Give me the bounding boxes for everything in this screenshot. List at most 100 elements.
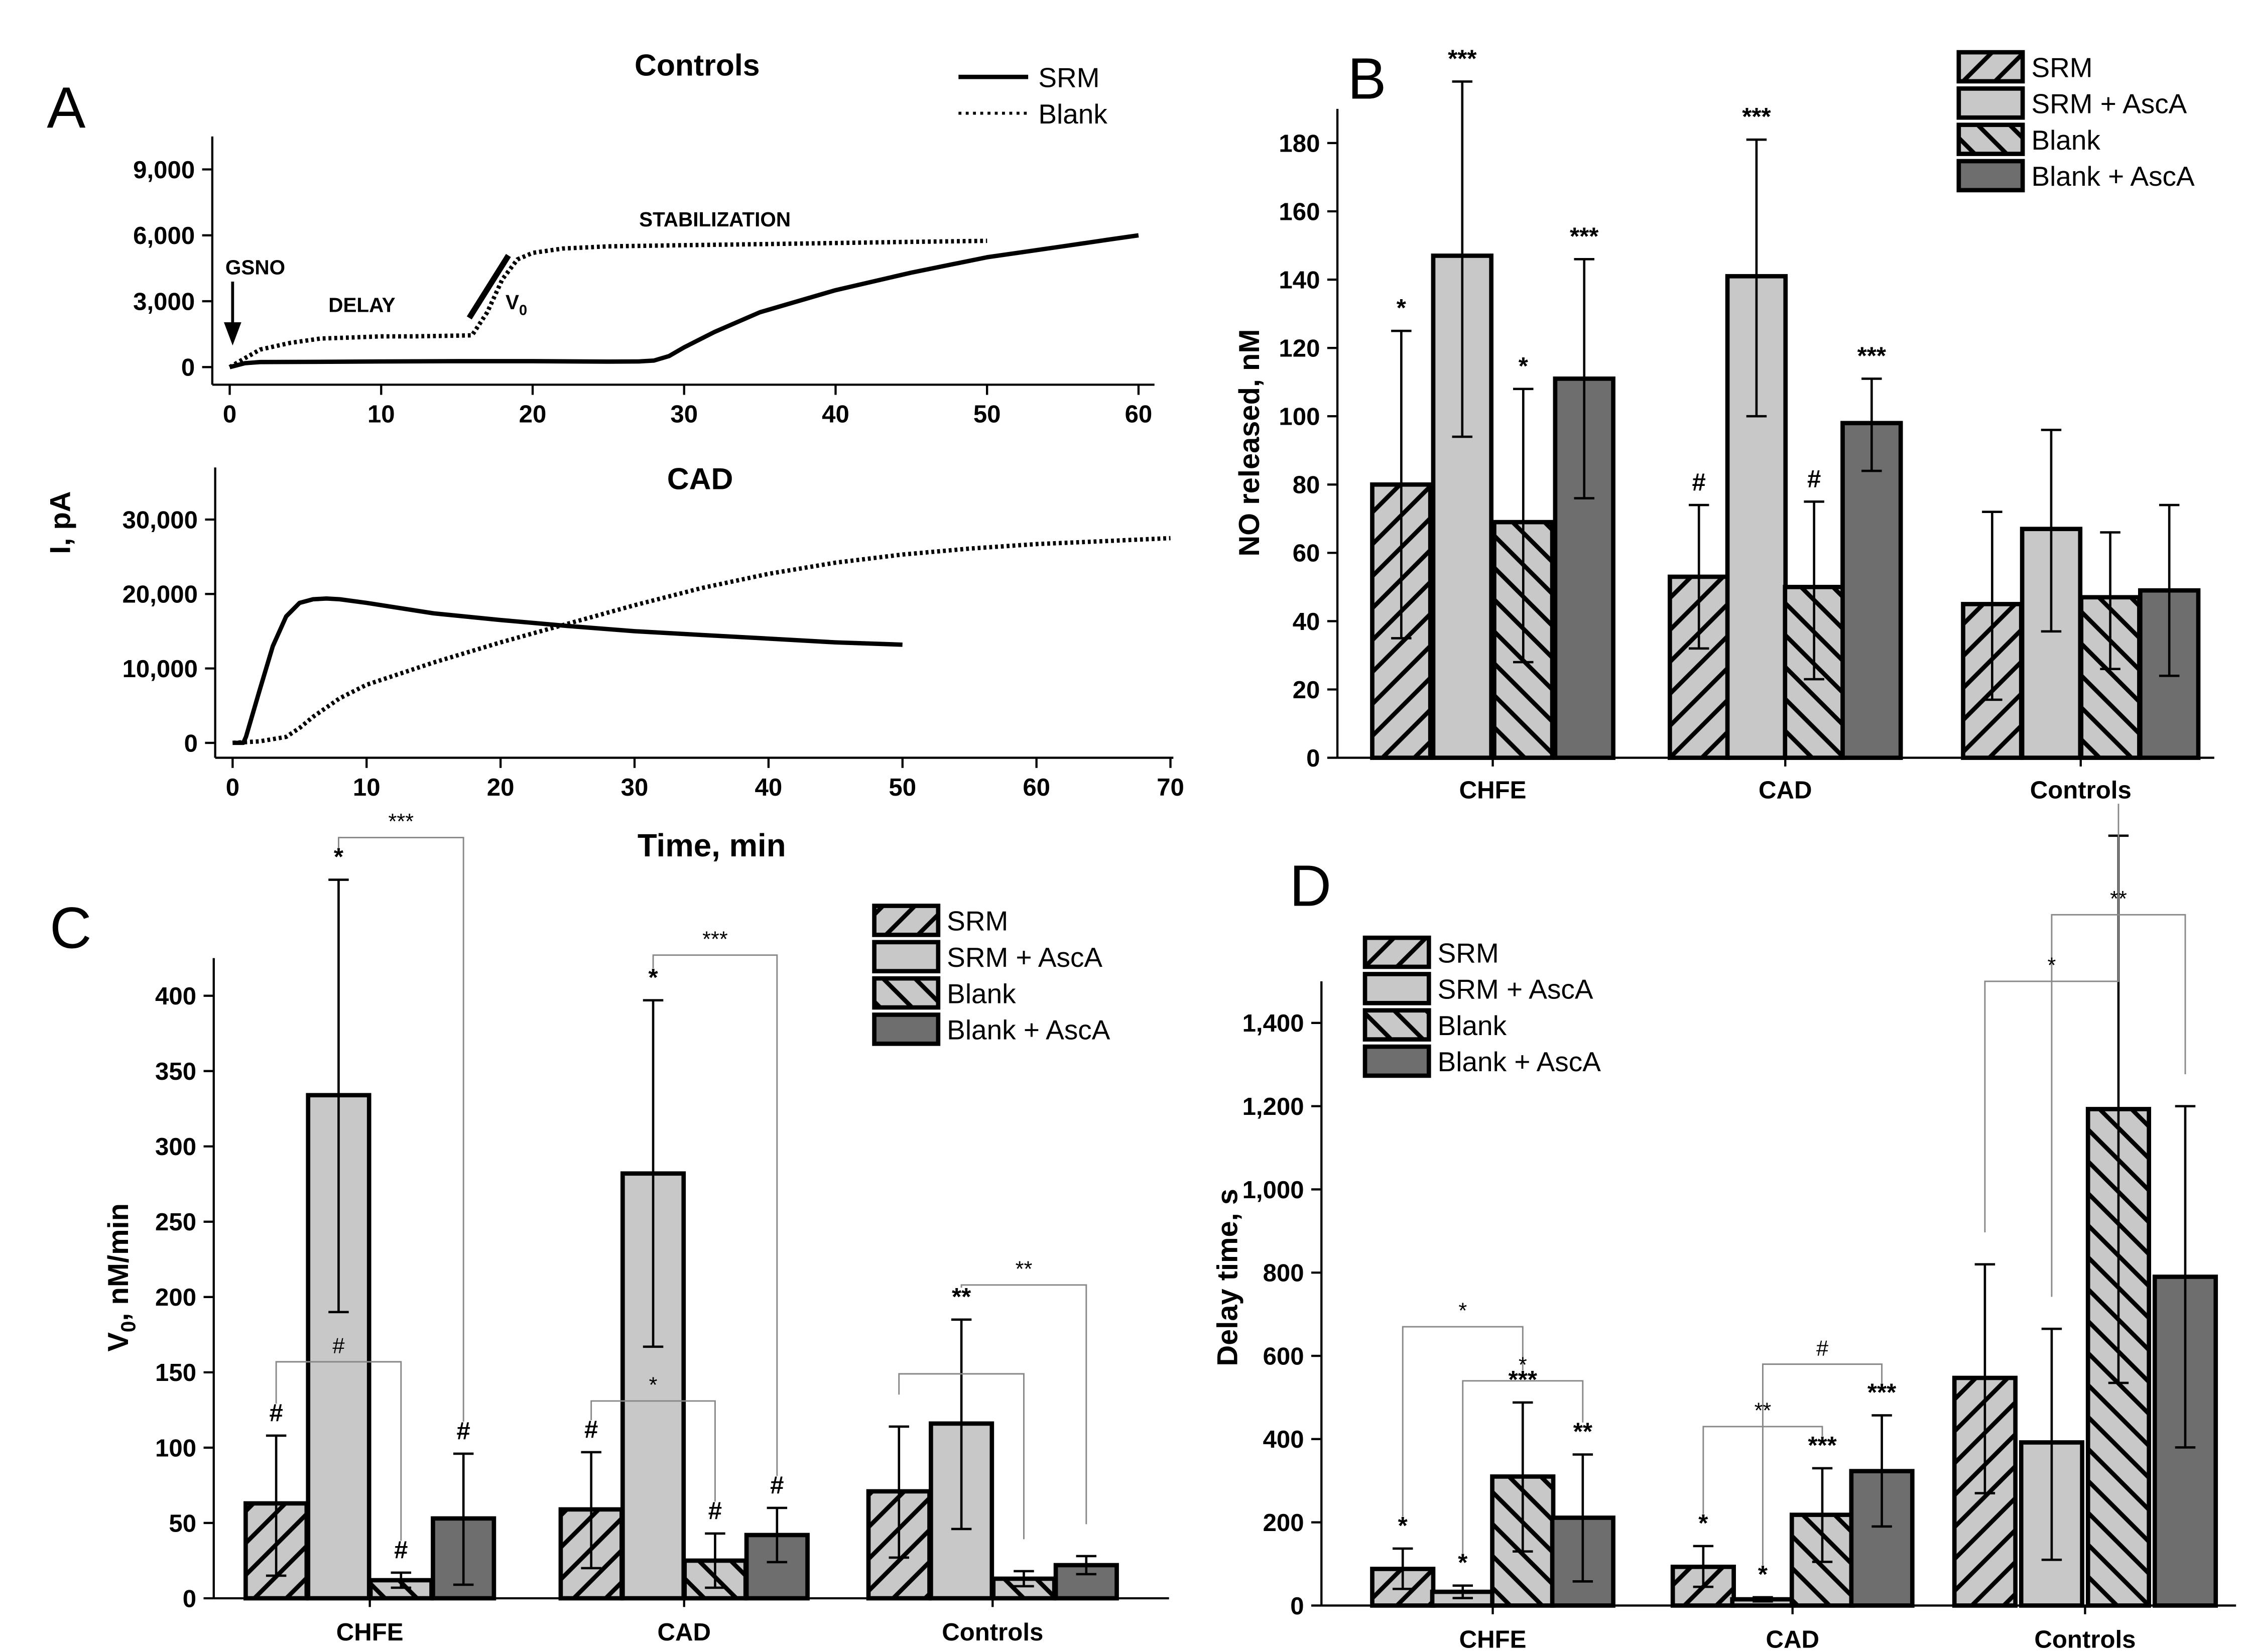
y-tick-label: 180 [1279,130,1320,157]
y-tick-label: 140 [1279,266,1320,294]
panel-d: D Delay time, s 0 200 400 600 800 1,000 1,200 1… [1212,804,2236,1652]
category-label-cad: CAD [1759,777,1812,804]
panel-a: A I, pA Time, min SRM Blank Controls 0 10… [44,48,1184,863]
y-tick-label: 160 [1279,198,1320,225]
significance-bracket [1702,1426,1823,1514]
legend-label-srm: SRM [1438,937,1499,968]
y-tick-label: 250 [155,1208,196,1236]
ylabel-main: V [102,1332,135,1352]
significance-marker: * [1758,1561,1768,1588]
v0-sub: 0 [519,303,527,319]
y-tick-label: 100 [1279,403,1320,431]
bracket-label: *** [702,927,728,951]
legend-label-blank-asca: Blank + AscA [947,1014,1110,1046]
x-tick-label: 10 [367,401,395,428]
y-tick-label: 0 [1306,744,1320,772]
significance-marker: # [1807,465,1821,492]
legend-label-srm-asca: SRM + AscA [2031,88,2187,119]
y-tick-label: 6,000 [133,222,195,249]
legend-swatch-srm-asca [1956,86,2025,120]
legend-label-blank: Blank [1038,98,1107,130]
category-label-controls: Controls [2030,777,2132,804]
significance-bracket [1462,1380,1584,1554]
y-tick-label: 50 [169,1509,196,1537]
category-label-controls: Controls [2034,1625,2136,1652]
y-tick-label: 9,000 [133,156,195,184]
y-tick-label: 80 [1293,471,1320,499]
v0-slope-line [466,253,511,320]
gsno-arrow-head [224,322,241,346]
x-tick-label: 30 [670,401,698,428]
significance-bracket [898,1373,1025,1540]
panel-c-ylabel: V0, nM/min [102,1203,140,1352]
x-tick-label: 20 [519,401,547,428]
legend-label-srm-asca: SRM + AscA [947,942,1102,973]
significance-marker: * [334,843,344,871]
category-label-cad: CAD [1766,1625,1819,1652]
bracket-label: * [1458,1299,1467,1323]
bracket-label: * [2047,954,2056,978]
panel-b-ylabel: NO released, nM [1233,329,1266,556]
significance-bracket [275,1361,402,1541]
y-tick-label: 300 [155,1133,196,1161]
significance-marker: * [1398,1512,1408,1540]
significance-bracket [338,837,464,1422]
y-tick-label: 350 [155,1058,196,1085]
y-tick-label: 200 [1263,1509,1304,1537]
y-tick-label: 10,000 [122,655,198,683]
bracket-label: # [1816,1336,1828,1360]
ylabel-sub: 0 [117,1321,140,1333]
x-tick-label: 0 [223,401,236,428]
v0-text: V [506,291,519,314]
legend-label-srm: SRM [2031,52,2092,83]
legend-swatch-srm [1362,935,1431,969]
y-tick-label: 100 [155,1434,196,1462]
significance-marker: *** [1742,103,1771,131]
legend-label-srm-asca: SRM + AscA [1438,974,1593,1005]
y-tick-label: 0 [183,1585,196,1612]
legend-label-blank-asca: Blank + AscA [1438,1046,1601,1077]
stabilization-annotation: STABILIZATION [639,208,791,231]
y-tick-label: 60 [1293,540,1320,567]
significance-bracket [590,1400,716,1502]
legend-label-blank-asca: Blank + AscA [2031,161,2195,192]
significance-bracket [1762,1363,1883,1566]
significance-marker: * [648,964,658,991]
legend-swatch-blank [1362,1008,1431,1042]
v0-annotation: V0 [506,291,527,319]
legend-label-blank: Blank [1438,1010,1507,1041]
significance-bracket [1402,1326,1524,1517]
legend-swatch-blank [1956,122,2025,156]
panel-c-label: C [50,895,92,960]
y-tick-label: 20 [1293,676,1320,704]
significance-marker: *** [1448,45,1477,73]
legend-swatch-blank-asca [1956,159,2025,193]
panel-a-ylabel: I, pA [44,491,76,554]
bracket-label: # [332,1334,344,1358]
x-tick-label: 20 [487,774,515,801]
x-tick-label: 40 [822,401,849,428]
y-tick-label: 400 [155,982,196,1010]
y-tick-label: 1,200 [1242,1093,1304,1120]
y-tick-label: 1,000 [1242,1176,1304,1204]
y-tick-label: 0 [181,354,195,382]
x-tick-label: 50 [973,401,1001,428]
y-tick-label: 200 [155,1284,196,1311]
legend-swatch-blank [872,976,941,1010]
panel-b-label: B [1347,46,1386,111]
legend-label-srm: SRM [1038,62,1099,93]
delay-annotation: DELAY [328,294,395,317]
panel-b: B NO released, nM 0 20 40 60 80 100 120 140 160 1… [1233,45,2214,804]
legend-swatch-blank-asca [1362,1044,1431,1078]
panel-a-xlabel: Time, min [638,828,786,863]
x-tick-label: 30 [621,774,649,801]
y-tick-label: 600 [1263,1342,1304,1370]
significance-bracket [652,954,778,1476]
subplot-controls-title: Controls [635,48,760,82]
y-tick-label: 0 [1290,1592,1304,1620]
subplot-controls: Controls 0 10 20 30 40 50 60 03,0006,0009,000 … [133,48,1155,428]
panel-d-ylabel: Delay time, s [1212,1189,1244,1366]
series-line-srm [232,596,903,745]
bar-blank-asca-cad [1840,421,1903,760]
legend-swatch-srm [1956,50,2025,84]
